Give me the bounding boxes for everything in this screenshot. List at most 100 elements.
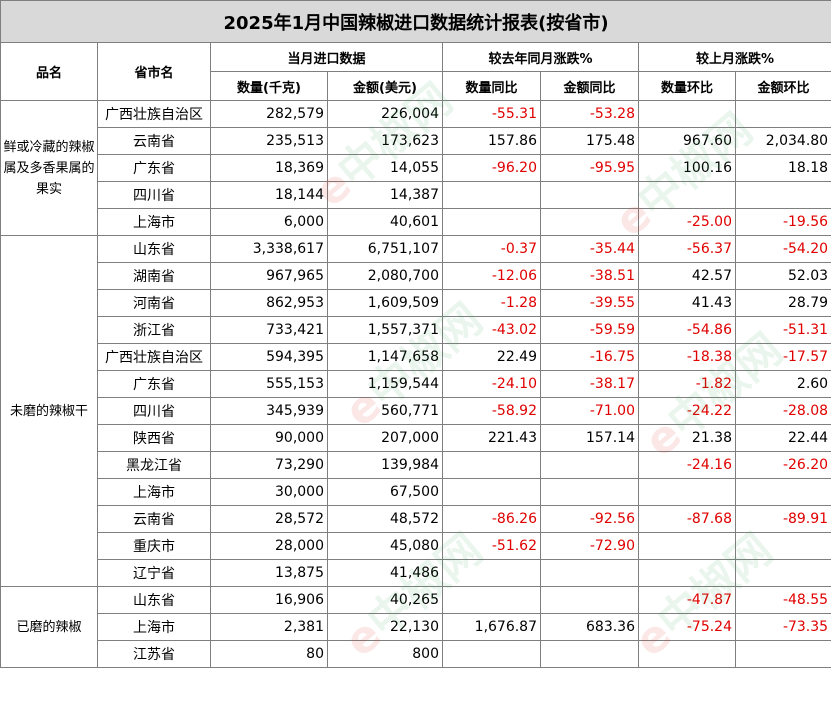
cell-amt-yoy: -71.00 [540, 397, 639, 425]
cell-qty-mom: 100.16 [638, 154, 736, 182]
table-row: 四川省 345,939 560,771 -58.92 -71.00 -24.22 -28.0… [1, 397, 831, 425]
cell-amt: 22,130 [327, 613, 443, 641]
header-yoy: 较去年同月涨跌% [442, 42, 639, 72]
cell-amt-yoy: -39.55 [540, 289, 639, 317]
cell-amt: 1,557,371 [327, 316, 443, 344]
header-province: 省市名 [97, 42, 211, 101]
cell-amt: 2,080,700 [327, 262, 443, 290]
header-current: 当月进口数据 [210, 42, 443, 72]
cell-amt-mom: -17.57 [734, 343, 831, 371]
cell-qty: 80 [210, 640, 328, 668]
cell-amt-yoy [540, 586, 639, 614]
cell-amt-mom: -26.20 [734, 451, 831, 479]
cell-qty-yoy: 221.43 [442, 424, 541, 452]
cell-amt: 560,771 [327, 397, 443, 425]
province-cell: 广西壮族自治区 [97, 100, 211, 128]
cell-qty-mom: -87.68 [638, 505, 736, 533]
cell-qty-yoy: 1,676.87 [442, 613, 541, 641]
cell-amt-mom: -54.20 [734, 235, 831, 263]
table-row: 湖南省 967,965 2,080,700 -12.06 -38.51 42.57 52.0… [1, 262, 831, 290]
table-row: 重庆市 28,000 45,080 -51.62 -72.90 [1, 532, 831, 560]
cell-qty-mom: -56.37 [638, 235, 736, 263]
cell-amt-yoy: 157.14 [540, 424, 639, 452]
cell-amt-mom [734, 640, 831, 668]
cell-qty: 16,906 [210, 586, 328, 614]
cell-amt: 139,984 [327, 451, 443, 479]
cell-amt-yoy: -95.95 [540, 154, 639, 182]
cell-amt-yoy [540, 478, 639, 506]
table-row: 四川省 18,144 14,387 [1, 181, 831, 209]
cell-qty-mom [638, 640, 736, 668]
cell-qty: 28,000 [210, 532, 328, 560]
cell-qty-mom [638, 478, 736, 506]
province-cell: 黑龙江省 [97, 451, 211, 479]
table-row: 鲜或冷藏的辣椒属及多香果属的果实 广西壮族自治区 282,579 226,004 -55… [0, 100, 831, 236]
cell-amt-yoy: -16.75 [540, 343, 639, 371]
province-cell: 上海市 [97, 613, 211, 641]
cell-amt-mom: -73.35 [734, 613, 831, 641]
cell-qty-mom [638, 532, 736, 560]
cell-qty: 345,939 [210, 397, 328, 425]
table-row: 上海市 6,000 40,601 -25.00 -19.56 [1, 208, 831, 236]
cell-qty-mom: 967.60 [638, 127, 736, 155]
cell-amt-mom [734, 532, 831, 560]
province-cell: 云南省 [97, 127, 211, 155]
province-cell: 四川省 [97, 397, 211, 425]
cell-qty-yoy [442, 586, 541, 614]
province-cell: 云南省 [97, 505, 211, 533]
cell-qty: 594,395 [210, 343, 328, 371]
table-row: 黑龙江省 73,290 139,984 -24.16 -26.20 [1, 451, 831, 479]
province-cell: 山东省 [97, 235, 211, 263]
cell-qty-mom: 42.57 [638, 262, 736, 290]
cell-amt: 1,609,509 [327, 289, 443, 317]
cell-qty: 6,000 [210, 208, 328, 236]
cell-amt-yoy [540, 451, 639, 479]
table-row: 广东省 18,369 14,055 -96.20 -95.95 100.16 18.18 [1, 154, 831, 182]
cell-qty-yoy: -55.31 [442, 100, 541, 128]
table-row: 未磨的辣椒干 山东省 3,338,617 6,751,107 -0.37 -35.44 -5… [0, 235, 831, 587]
cell-amt-yoy: -59.59 [540, 316, 639, 344]
cell-qty-yoy: -86.26 [442, 505, 541, 533]
cell-amt-yoy: -53.28 [540, 100, 639, 128]
cell-amt-yoy: 683.36 [540, 613, 639, 641]
cell-qty-mom [638, 181, 736, 209]
cell-amt: 40,265 [327, 586, 443, 614]
cell-amt-yoy: -72.90 [540, 532, 639, 560]
cell-qty: 3,338,617 [210, 235, 328, 263]
cell-qty: 13,875 [210, 559, 328, 587]
table-row: 江苏省 80 800 [1, 640, 831, 668]
cell-qty-yoy: -24.10 [442, 370, 541, 398]
province-cell: 广东省 [97, 154, 211, 182]
cell-qty: 555,153 [210, 370, 328, 398]
province-cell: 上海市 [97, 208, 211, 236]
product-category: 鲜或冷藏的辣椒属及多香果属的果实 [0, 100, 98, 236]
report-title: 2025年1月中国辣椒进口数据统计报表(按省市) [0, 0, 831, 43]
import-report-table: 2025年1月中国辣椒进口数据统计报表(按省市) 品名 省市名 当月进口数据 较… [0, 0, 831, 668]
product-category: 未磨的辣椒干 [0, 235, 98, 587]
cell-qty: 18,369 [210, 154, 328, 182]
cell-qty-mom: -24.22 [638, 397, 736, 425]
cell-amt: 67,500 [327, 478, 443, 506]
cell-amt-mom: 28.79 [734, 289, 831, 317]
cell-amt-yoy: 175.48 [540, 127, 639, 155]
cell-qty-yoy: -96.20 [442, 154, 541, 182]
cell-qty: 862,953 [210, 289, 328, 317]
cell-qty: 2,381 [210, 613, 328, 641]
province-cell: 广东省 [97, 370, 211, 398]
province-cell: 江苏省 [97, 640, 211, 668]
header-qty-mom: 数量环比 [638, 71, 736, 101]
cell-qty-yoy [442, 208, 541, 236]
cell-qty: 18,144 [210, 181, 328, 209]
cell-amt-mom: 22.44 [734, 424, 831, 452]
cell-qty: 235,513 [210, 127, 328, 155]
cell-qty-mom: 41.43 [638, 289, 736, 317]
province-cell: 浙江省 [97, 316, 211, 344]
cell-qty: 30,000 [210, 478, 328, 506]
cell-qty-mom: -1.82 [638, 370, 736, 398]
table-row: 辽宁省 13,875 41,486 [1, 559, 831, 587]
cell-amt-yoy [540, 559, 639, 587]
cell-amt-yoy [540, 640, 639, 668]
cell-qty-mom: 21.38 [638, 424, 736, 452]
cell-amt-yoy: -38.17 [540, 370, 639, 398]
table-body: 鲜或冷藏的辣椒属及多香果属的果实 广西壮族自治区 282,579 226,004 -55… [0, 100, 831, 668]
